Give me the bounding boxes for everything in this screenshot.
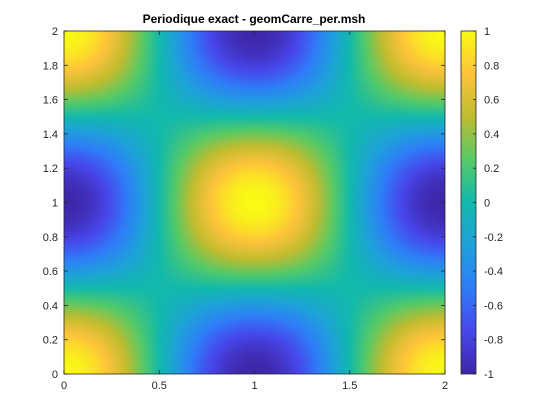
x-tick-label: 0 [61,380,67,392]
y-tick-label: 0.4 [43,300,58,312]
colorbar-tick-label: 1 [484,26,490,38]
colorbar-ticks: -1 -0.8 -0.6 -0.4 -0.2 0 0.2 0.4 0.6 0.8 1 [473,26,503,381]
plot-area [63,30,446,375]
y-tick-label: 0.2 [43,335,58,347]
y-tick-label: 0.8 [43,232,58,244]
x-tick-label: 1.5 [342,380,357,392]
x-tick-label: 1 [251,380,257,392]
colorbar-tick-label: -0.4 [484,266,503,278]
colorbar-gradient [461,31,476,374]
y-tick-label: 1.4 [43,129,58,141]
y-axis: 0 0.2 0.4 0.6 0.8 1 1.2 1.4 1.6 1.8 2 [43,26,445,381]
colorbar-tick-label: 0 [484,198,490,210]
y-tick-label: 1.8 [43,60,58,72]
colorbar: -1 -0.8 -0.6 -0.4 -0.2 0 0.2 0.4 0.6 0.8 1 [460,26,503,381]
colorbar-tick-label: -0.8 [484,335,503,347]
x-tick-label: 2 [442,380,448,392]
x-tick-label: 0.5 [152,380,167,392]
colorbar-tick-label: 0.6 [484,95,499,107]
y-tick-label: 0 [52,369,58,381]
colorbar-tick-label: 0.8 [484,60,499,72]
y-tick-label: 2 [52,26,58,38]
y-tick-label: 1.2 [43,163,58,175]
colorbar-tick-label: -0.2 [484,232,503,244]
colorbar-tick-label: 0.2 [484,163,499,175]
colorbar-tick-label: 0.4 [484,129,499,141]
y-tick-label: 1 [52,198,58,210]
colorbar-tick-label: -0.6 [484,300,503,312]
colorbar-tick-label: -1 [484,369,494,381]
y-tick-label: 1.6 [43,95,58,107]
heatmap-surface [64,31,445,374]
chart-title: Periodique exact - geomCarre_per.msh [143,12,366,26]
y-tick-label: 0.6 [43,266,58,278]
x-axis: 0 0.5 1 1.5 2 [61,31,448,392]
